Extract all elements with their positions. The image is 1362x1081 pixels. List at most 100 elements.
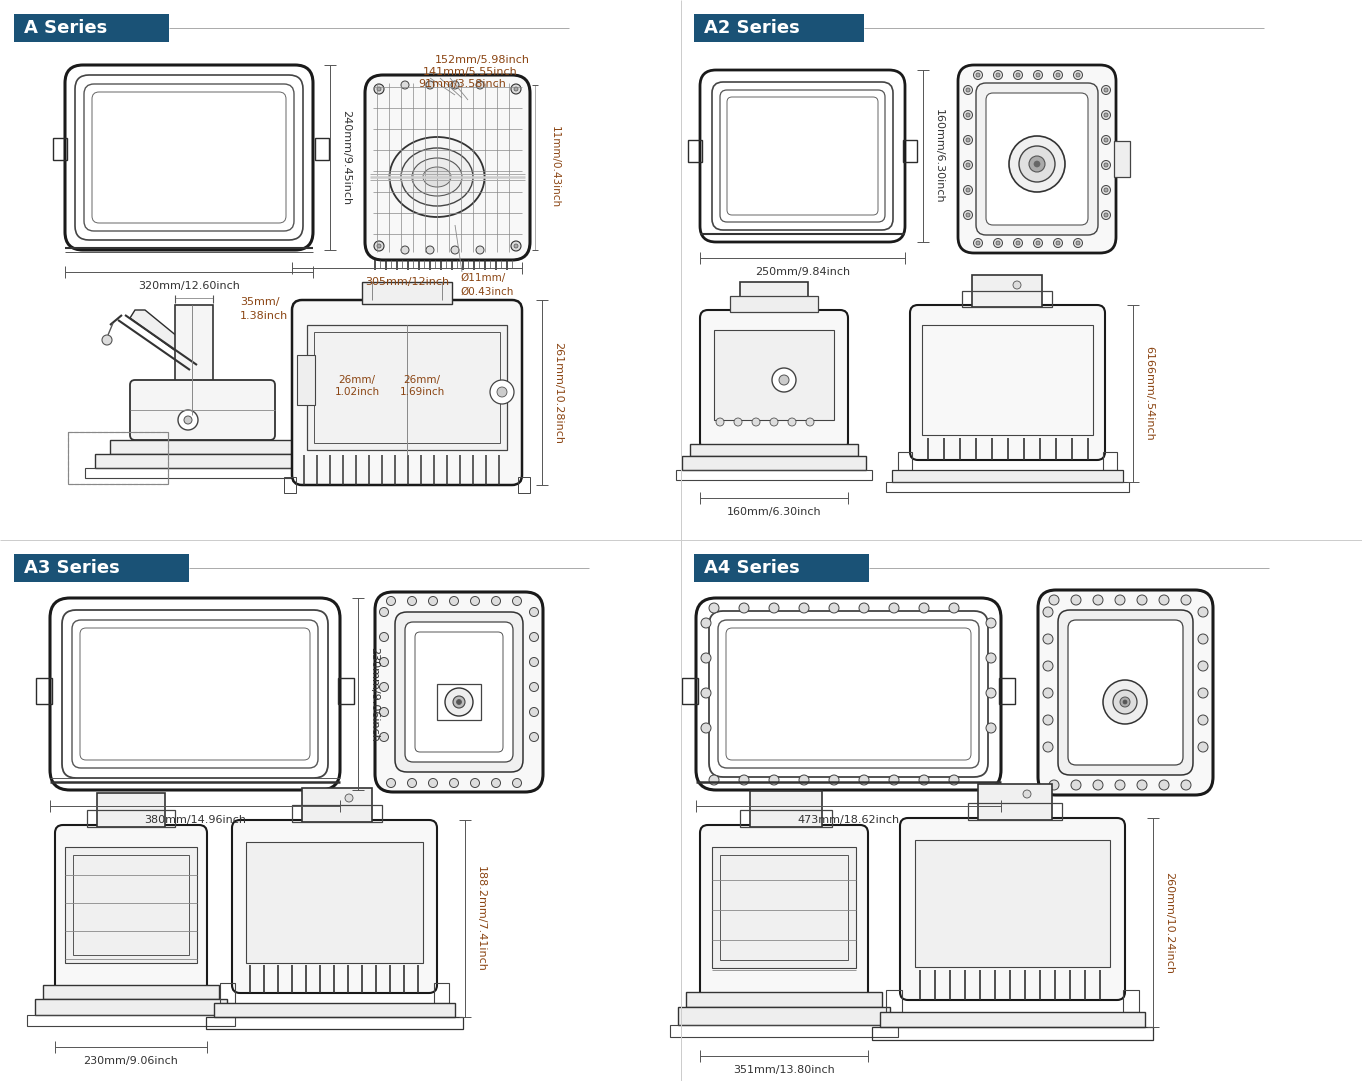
Circle shape [456,699,462,705]
FancyBboxPatch shape [365,75,530,261]
Circle shape [451,246,459,254]
Circle shape [475,246,484,254]
Circle shape [1016,241,1020,245]
Bar [315,138,330,160]
Circle shape [779,375,789,385]
Text: 261mm/10.28inch: 261mm/10.28inch [553,342,563,443]
FancyBboxPatch shape [726,628,971,760]
Circle shape [772,368,795,392]
Bar [676,470,872,480]
Bar [362,282,452,304]
Bar [730,296,819,312]
Bar [686,992,883,1007]
Bar [315,332,500,443]
Circle shape [966,88,970,92]
Text: 141mm/5.55inch: 141mm/5.55inch [424,67,518,77]
Bar [972,275,1042,307]
Circle shape [1092,595,1103,605]
Circle shape [889,603,899,613]
Circle shape [429,597,437,605]
Bar [518,477,530,493]
Circle shape [1159,595,1169,605]
Circle shape [470,597,479,605]
Circle shape [512,778,522,787]
Circle shape [949,775,959,785]
Circle shape [1137,595,1147,605]
FancyBboxPatch shape [700,70,904,242]
FancyBboxPatch shape [54,825,207,993]
Circle shape [1071,780,1081,790]
FancyBboxPatch shape [395,612,523,772]
Circle shape [1102,135,1110,145]
Circle shape [497,387,507,397]
Bar [68,432,168,484]
Circle shape [963,110,972,120]
Bar [898,452,913,470]
Circle shape [966,188,970,192]
Bar [903,141,917,162]
Circle shape [701,653,711,663]
Circle shape [1036,241,1041,245]
Circle shape [963,211,972,219]
Text: 11mm/0.43inch: 11mm/0.43inch [550,126,560,208]
Circle shape [1102,160,1110,170]
Circle shape [986,653,996,663]
Circle shape [1124,700,1126,704]
Circle shape [993,239,1002,248]
Circle shape [974,239,982,248]
Bar [750,791,823,827]
FancyBboxPatch shape [1068,620,1184,765]
Circle shape [1009,136,1065,192]
Text: 230mm/9.06inch: 230mm/9.06inch [369,646,379,742]
Circle shape [829,603,839,613]
Circle shape [1053,70,1062,80]
Bar [302,788,372,822]
Circle shape [1016,74,1020,77]
Bar [285,477,296,493]
Text: 305mm/12inch: 305mm/12inch [365,277,449,286]
Circle shape [789,418,795,426]
Text: 230mm/9.06inch: 230mm/9.06inch [83,1056,178,1066]
FancyBboxPatch shape [75,75,302,240]
FancyBboxPatch shape [700,310,849,450]
Text: A Series: A Series [25,19,108,37]
Circle shape [380,657,388,667]
Circle shape [1115,595,1125,605]
FancyBboxPatch shape [415,632,503,752]
Bar [740,282,808,312]
Circle shape [178,410,197,430]
Bar [68,432,168,484]
Bar [97,793,165,827]
Circle shape [1102,186,1110,195]
Bar [740,810,832,827]
Circle shape [512,597,522,605]
Circle shape [1036,74,1041,77]
Circle shape [966,138,970,142]
Circle shape [1199,608,1208,617]
Circle shape [380,707,388,717]
Circle shape [1019,146,1056,182]
Circle shape [734,418,742,426]
Circle shape [530,657,538,667]
Bar [915,840,1110,967]
Bar [35,678,52,704]
Circle shape [1073,70,1083,80]
Circle shape [977,74,981,77]
Circle shape [1105,138,1109,142]
Circle shape [1056,241,1060,245]
Text: A4 Series: A4 Series [704,559,799,577]
Circle shape [963,85,972,94]
Circle shape [701,688,711,698]
Text: 160mm/6.30inch: 160mm/6.30inch [934,109,944,203]
Text: 188.2mm/7.41inch: 188.2mm/7.41inch [475,866,486,972]
FancyBboxPatch shape [375,592,543,792]
FancyBboxPatch shape [910,305,1105,461]
Bar [95,454,315,468]
Circle shape [530,682,538,692]
Text: Ø11mm/: Ø11mm/ [460,273,505,283]
Bar [221,983,236,1003]
Circle shape [1137,780,1147,790]
Bar [678,1007,889,1025]
Circle shape [1049,595,1060,605]
Text: Ø0.43inch: Ø0.43inch [460,286,513,297]
